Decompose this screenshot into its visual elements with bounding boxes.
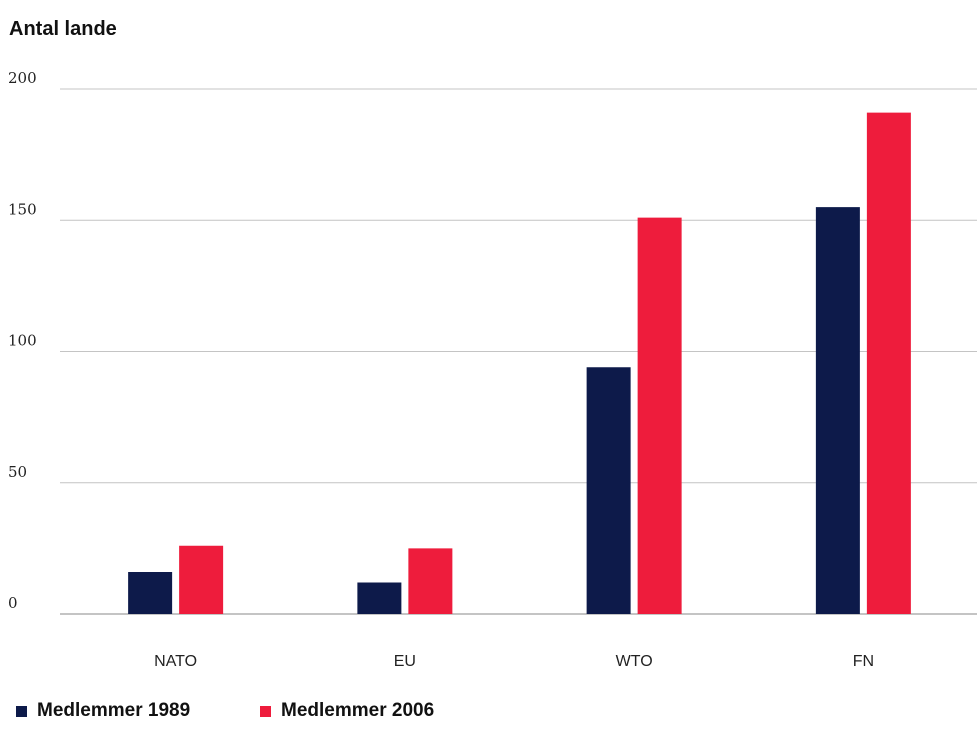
legend-item-2006: Medlemmer 2006 <box>260 700 434 722</box>
bar-chart: 0 50 100 150 200 NATO EU WTO FN <box>8 69 977 670</box>
bar-fn-1989 <box>815 207 860 614</box>
x-tick-label-eu: EU <box>394 653 416 670</box>
legend-swatch-2006 <box>260 705 271 717</box>
bar-nato-2006 <box>179 545 224 614</box>
x-tick-label-nato: NATO <box>154 653 197 670</box>
bar-wto-1989 <box>586 367 631 614</box>
legend-label-1989: Medlemmer 1989 <box>37 700 191 721</box>
bar-eu-1989 <box>357 582 402 614</box>
legend-item-1989: Medlemmer 1989 <box>16 700 190 722</box>
legend-swatch-1989 <box>16 705 27 717</box>
bar-fn-2006 <box>866 112 911 614</box>
bar-wto-2006 <box>637 217 682 614</box>
x-tick-label-fn: FN <box>853 653 874 670</box>
y-tick-label-100: 100 <box>8 332 37 350</box>
y-tick-label-200: 200 <box>8 69 37 87</box>
x-tick-label-wto: WTO <box>616 653 653 670</box>
y-tick-label-150: 150 <box>8 200 37 218</box>
bar-eu-2006 <box>408 548 453 614</box>
bar-nato-1989 <box>128 572 173 614</box>
y-tick-label-50: 50 <box>8 463 27 481</box>
legend-label-2006: Medlemmer 2006 <box>281 700 435 721</box>
y-tick-label-0: 0 <box>8 594 18 612</box>
y-axis-title: Antal lande <box>9 18 117 40</box>
